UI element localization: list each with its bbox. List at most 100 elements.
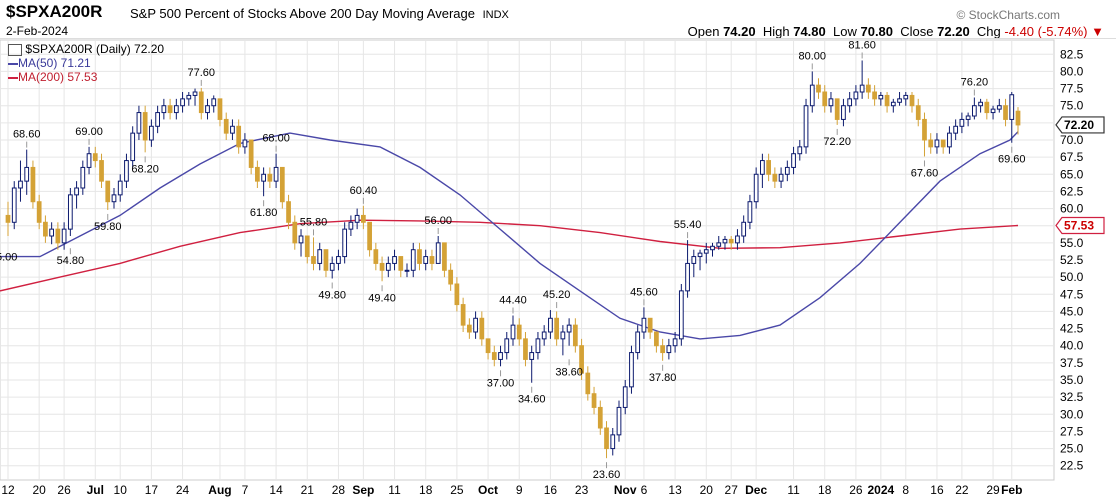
- candle-body: [336, 256, 341, 264]
- candle-body: [672, 338, 678, 347]
- candle-body: [80, 166, 86, 189]
- candle-body: [504, 338, 510, 354]
- candle-body: [579, 345, 584, 374]
- y-tick-label: 82.5: [1060, 47, 1084, 61]
- x-tick-label: Dec: [745, 483, 767, 497]
- candle-body: [965, 115, 971, 120]
- legend-ma50-text: MA(50) 71.21: [18, 56, 91, 70]
- candle-body: [953, 125, 959, 134]
- candle-body: [473, 317, 478, 333]
- candle-body: [728, 238, 734, 244]
- x-tick-label: 26: [849, 483, 863, 497]
- x-tick-label: Feb: [1001, 483, 1022, 497]
- y-tick-label: 45.0: [1060, 304, 1084, 318]
- annotation-label: 45.20: [543, 289, 571, 301]
- candle-body: [560, 331, 566, 340]
- low-label: Low: [833, 24, 857, 39]
- candle-body: [828, 98, 834, 107]
- candle-body: [548, 317, 553, 333]
- candle-body: [385, 262, 391, 271]
- candle-body: [192, 91, 198, 96]
- x-tick-label: 24: [176, 483, 190, 497]
- y-tick-label: 32.5: [1060, 390, 1084, 404]
- candle-body: [136, 112, 142, 134]
- candle-body: [255, 166, 260, 182]
- y-tick-label: 47.5: [1060, 287, 1084, 301]
- candle-body: [897, 98, 902, 103]
- legend-price-text: $SPXA200R (Daily) 72.20: [25, 42, 165, 56]
- candle-body: [922, 118, 927, 141]
- candle-body: [890, 101, 896, 107]
- candle-body: [304, 235, 310, 258]
- chart-description: S&P 500 Percent of Stocks Above 200 Day …: [130, 6, 509, 21]
- annotation-label: 56.00: [424, 215, 452, 227]
- low-value: 70.80: [860, 24, 894, 39]
- candle-body: [373, 249, 379, 264]
- ma200-value-tag-box: [1055, 216, 1105, 235]
- x-tick-label: 13: [668, 483, 682, 497]
- candle-body: [816, 84, 821, 93]
- candle-body: [847, 98, 853, 107]
- annotation-label: 38.60: [555, 366, 583, 378]
- annotation-label: 72.20: [823, 136, 851, 148]
- candle-body: [629, 352, 634, 388]
- x-tick-label: 20: [32, 483, 46, 497]
- candle-body: [822, 91, 828, 107]
- candle-body: [479, 317, 485, 340]
- stockcharts-brand[interactable]: © StockCharts.com: [956, 8, 1060, 22]
- candle-body: [1003, 105, 1008, 120]
- y-tick-label: 52.5: [1060, 253, 1084, 267]
- exchange-label: INDX: [482, 9, 509, 21]
- candle-body: [523, 338, 528, 360]
- annotation-label: 68.20: [131, 163, 159, 175]
- y-tick-label: 60.0: [1060, 202, 1084, 216]
- y-tick-label: 42.5: [1060, 322, 1084, 336]
- y-tick-label: 62.5: [1060, 184, 1084, 198]
- y-tick-label: 22.5: [1060, 459, 1084, 473]
- candle-body: [990, 108, 996, 114]
- last-close-tag-box: [1055, 116, 1105, 134]
- candle-body: [691, 256, 697, 264]
- candle-body: [915, 105, 921, 120]
- candle-body: [242, 139, 248, 148]
- candle-body: [803, 105, 809, 148]
- y-tick-label: 50.0: [1060, 270, 1084, 284]
- candle-body: [716, 242, 722, 247]
- candle-body: [516, 324, 522, 340]
- candle-body: [223, 118, 229, 134]
- candle-body: [591, 393, 597, 408]
- candle-body: [971, 105, 977, 117]
- x-tick-label: 12: [1, 483, 15, 497]
- candle-body: [198, 91, 204, 114]
- left-edge-label: 5.00: [0, 252, 17, 264]
- last-close-tag-text: 72.20: [1064, 118, 1094, 132]
- candle-body: [666, 345, 672, 354]
- candle-body: [466, 324, 472, 333]
- candle-body: [622, 386, 628, 408]
- x-tick-label: 28: [332, 483, 346, 497]
- candle-body: [529, 352, 535, 360]
- annotation-label: 69.60: [998, 154, 1026, 166]
- candle-body: [236, 125, 242, 148]
- candle-body: [379, 262, 385, 271]
- candle-body: [24, 166, 30, 182]
- x-tick-label: 16: [930, 483, 944, 497]
- legend-ma200: MA(200) 57.53: [8, 70, 97, 84]
- candle-body: [747, 201, 753, 223]
- y-tick-label: 75.0: [1060, 99, 1084, 113]
- candle-body: [248, 139, 254, 168]
- candle-body: [647, 317, 653, 333]
- header-separator: [0, 38, 1116, 39]
- candle-body: [342, 228, 348, 258]
- candle-body: [641, 317, 647, 333]
- x-tick-label: 20: [700, 483, 714, 497]
- candle-body: [292, 221, 298, 244]
- candle-body: [311, 256, 316, 264]
- candle-body: [940, 139, 946, 148]
- candle-body: [99, 160, 104, 182]
- candle-body: [597, 406, 603, 429]
- annotation-label: 80.00: [798, 50, 826, 62]
- y-tick-label: 70.0: [1060, 133, 1084, 147]
- x-tick-label: Nov: [614, 483, 637, 497]
